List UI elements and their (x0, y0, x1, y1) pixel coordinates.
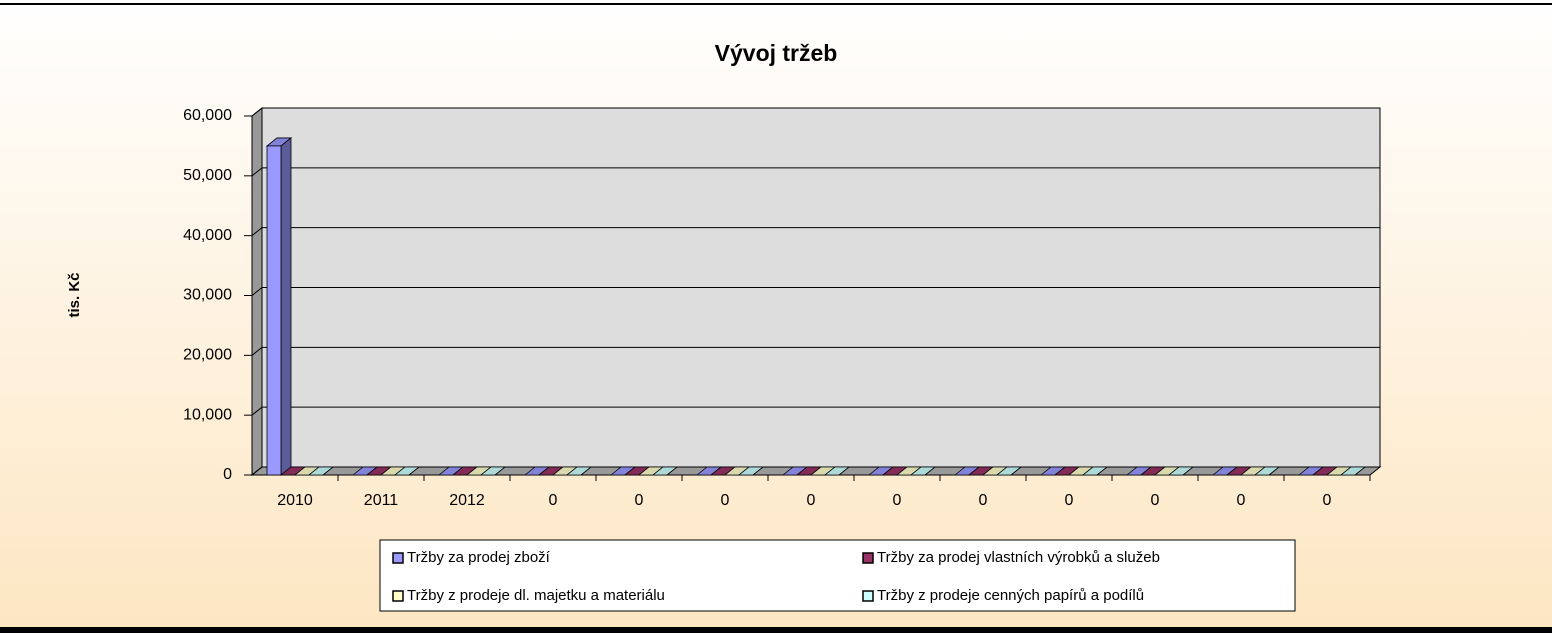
bar (266, 145, 282, 476)
chart-title: Vývoj tržeb (715, 40, 838, 66)
grid-line (251, 107, 263, 117)
legend-swatch (392, 552, 404, 564)
bottom-border (0, 627, 1552, 633)
x-tick-label: 2012 (449, 492, 485, 509)
bar-side (408, 466, 420, 476)
x-tick-label: 0 (1323, 492, 1332, 509)
x-tick-label: 0 (1065, 492, 1074, 509)
legend-label: Tržby z prodeje cenných papírů a podílů (877, 587, 1144, 604)
bar-side (494, 466, 506, 476)
bar-side (280, 137, 292, 476)
legend-swatch (862, 552, 874, 564)
grid-line (251, 227, 263, 237)
x-tick-label: 2011 (364, 492, 399, 509)
bar-side (752, 466, 764, 476)
legend-label: Tržby za prodej zboží (407, 549, 551, 566)
x-tick-label: 0 (979, 492, 988, 509)
y-tick-label: 30,000 (183, 287, 232, 304)
y-tick-label: 10,000 (183, 406, 232, 423)
bar-side (1354, 466, 1366, 476)
x-tick-label: 0 (893, 492, 902, 509)
bar-side (1268, 466, 1280, 476)
y-tick-label: 40,000 (183, 227, 232, 244)
bar-side (1010, 466, 1022, 476)
legend-label: Tržby z prodeje dl. majetku a materiálu (407, 587, 665, 604)
legend-swatch (862, 590, 874, 602)
x-tick-label: 0 (721, 492, 730, 509)
y-tick-label: 60,000 (183, 107, 232, 124)
y-axis-label: tis. Kč (66, 272, 83, 317)
bar-side (322, 466, 334, 476)
x-tick-label: 0 (807, 492, 816, 509)
legend (379, 539, 1296, 612)
x-tick-label: 2010 (277, 492, 313, 509)
legend-label: Tržby za prodej vlastních výrobků a služ… (877, 549, 1160, 566)
x-tick-label: 0 (635, 492, 644, 509)
x-tick-label: 0 (549, 492, 558, 509)
x-tick-label: 0 (1237, 492, 1246, 509)
grid-line (251, 287, 263, 296)
grid-line (251, 466, 263, 476)
grid-line (251, 346, 263, 356)
y-tick-label: 50,000 (183, 167, 232, 184)
bar-side (924, 466, 936, 476)
bar-side (1182, 466, 1194, 476)
bar-side (580, 466, 592, 476)
y-tick-label: 20,000 (183, 347, 232, 364)
legend-swatch (392, 590, 404, 602)
x-tick-label: 0 (1151, 492, 1160, 509)
bar-side (666, 466, 678, 476)
bar-side (1096, 466, 1108, 476)
bar-side (838, 466, 850, 476)
grid-line (251, 167, 263, 177)
y-tick-label: 0 (223, 466, 232, 483)
grid-line (251, 406, 263, 416)
top-border (0, 3, 1552, 5)
